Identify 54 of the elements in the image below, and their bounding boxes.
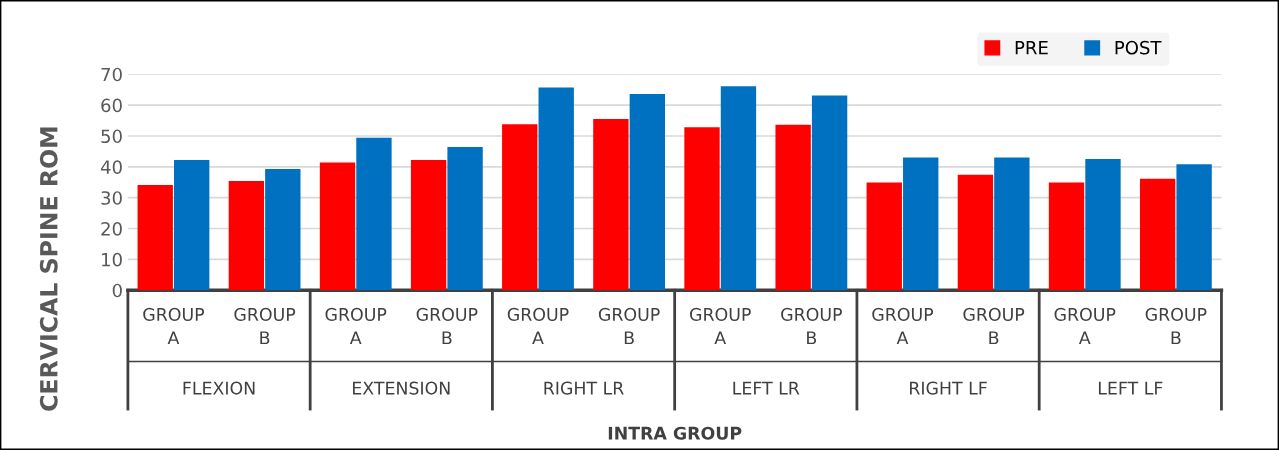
x-tick-label: GROUP A [507,307,569,345]
x-tick-label: GROUP A [325,307,387,345]
y-tick-label: 70 [101,67,122,82]
bar [775,124,811,291]
bar [593,118,629,291]
bar [502,124,538,291]
y-axis-title: CERVICAL SPINE ROM [39,127,58,411]
bar [629,94,666,291]
bar [957,174,994,291]
bar [447,147,483,291]
x-tick-label: GROUP B [416,307,478,345]
text: RIGHT LF [910,381,987,395]
bar [866,182,902,291]
bar [319,162,356,291]
x-tick-label: GROUP B [781,307,842,345]
bar [265,168,301,291]
bar [1048,182,1085,291]
bar [137,185,173,291]
text: LEFT LF [1098,381,1163,395]
x-tick-label: GROUP A [143,307,205,345]
bar [228,181,265,291]
bar [356,137,392,291]
x-axis-title: INTRA GROUP [608,426,742,440]
x-tick-label: GROUP A [872,307,934,345]
text: LEFT LR [733,381,800,395]
bar [1085,159,1121,291]
bar [1139,178,1176,291]
y-tick-label: 30 [101,191,122,205]
bar [903,157,939,291]
bar [720,86,757,291]
bar [410,160,447,291]
y-tick-label: 60 [101,98,122,113]
x-tick-label: GROUP A [690,307,751,345]
legend-label: POST [1115,40,1162,55]
y-tick-label: 40 [100,160,122,174]
legend-label: PRE [1015,41,1048,55]
y-tick-label: 20 [101,221,122,236]
text: RIGHT LR [544,381,624,395]
bar [538,87,574,291]
y-tick-label: 10 [102,252,122,267]
bar [994,157,1030,291]
y-tick-label: 0 [112,283,122,298]
bar [811,95,848,291]
x-tick-label: GROUP B [598,307,660,345]
x-tick-label: GROUP A [1054,307,1116,345]
bar [684,127,720,291]
x-tick-label: GROUP B [963,307,1025,345]
y-tick-label: 50 [101,129,122,144]
x-tick-label: GROUP B [1145,307,1207,345]
bar [174,160,210,291]
text: EXTENSION [353,381,450,395]
text: FLEXION [183,381,255,395]
x-tick-label: GROUP B [234,307,296,345]
bar [1176,164,1212,291]
